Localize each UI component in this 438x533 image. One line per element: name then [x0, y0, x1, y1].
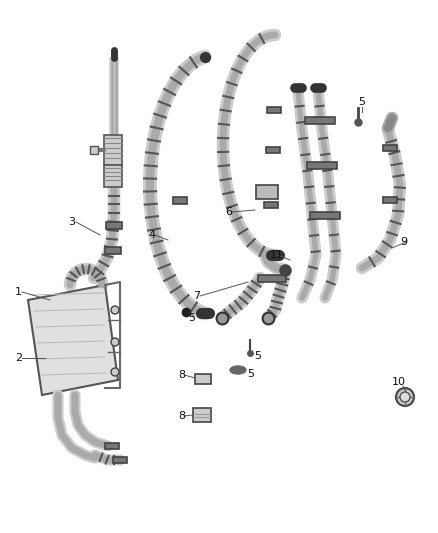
FancyBboxPatch shape [307, 161, 337, 168]
Circle shape [111, 306, 119, 314]
Text: 2: 2 [15, 353, 22, 363]
FancyBboxPatch shape [256, 185, 278, 199]
FancyBboxPatch shape [383, 197, 397, 203]
Ellipse shape [230, 366, 246, 374]
Text: 5: 5 [358, 97, 365, 107]
FancyBboxPatch shape [305, 117, 335, 124]
FancyBboxPatch shape [105, 443, 119, 449]
FancyBboxPatch shape [267, 107, 281, 113]
FancyBboxPatch shape [264, 202, 278, 208]
Circle shape [111, 368, 119, 376]
Circle shape [111, 338, 119, 346]
FancyBboxPatch shape [195, 374, 211, 384]
FancyBboxPatch shape [173, 197, 187, 204]
Circle shape [396, 388, 414, 406]
Text: 11: 11 [270, 250, 284, 260]
Text: 5: 5 [247, 369, 254, 379]
Text: 10: 10 [392, 377, 406, 387]
Text: 8: 8 [178, 411, 185, 421]
Text: 6: 6 [225, 207, 232, 217]
Text: 7: 7 [193, 291, 200, 301]
Polygon shape [28, 285, 118, 395]
FancyBboxPatch shape [266, 147, 280, 153]
FancyBboxPatch shape [258, 274, 286, 281]
Text: 5: 5 [188, 313, 195, 323]
FancyBboxPatch shape [106, 222, 122, 229]
FancyBboxPatch shape [310, 212, 340, 219]
FancyBboxPatch shape [193, 408, 211, 422]
FancyBboxPatch shape [104, 135, 122, 165]
Text: 4: 4 [148, 230, 155, 240]
Text: 3: 3 [68, 217, 75, 227]
Text: 5: 5 [254, 351, 261, 361]
FancyBboxPatch shape [104, 165, 122, 187]
FancyBboxPatch shape [383, 145, 397, 151]
FancyBboxPatch shape [113, 457, 127, 463]
Text: 9: 9 [400, 237, 407, 247]
FancyBboxPatch shape [90, 146, 98, 154]
Text: 1: 1 [15, 287, 22, 297]
Text: 8: 8 [178, 370, 185, 380]
FancyBboxPatch shape [105, 246, 121, 254]
Circle shape [400, 392, 410, 402]
